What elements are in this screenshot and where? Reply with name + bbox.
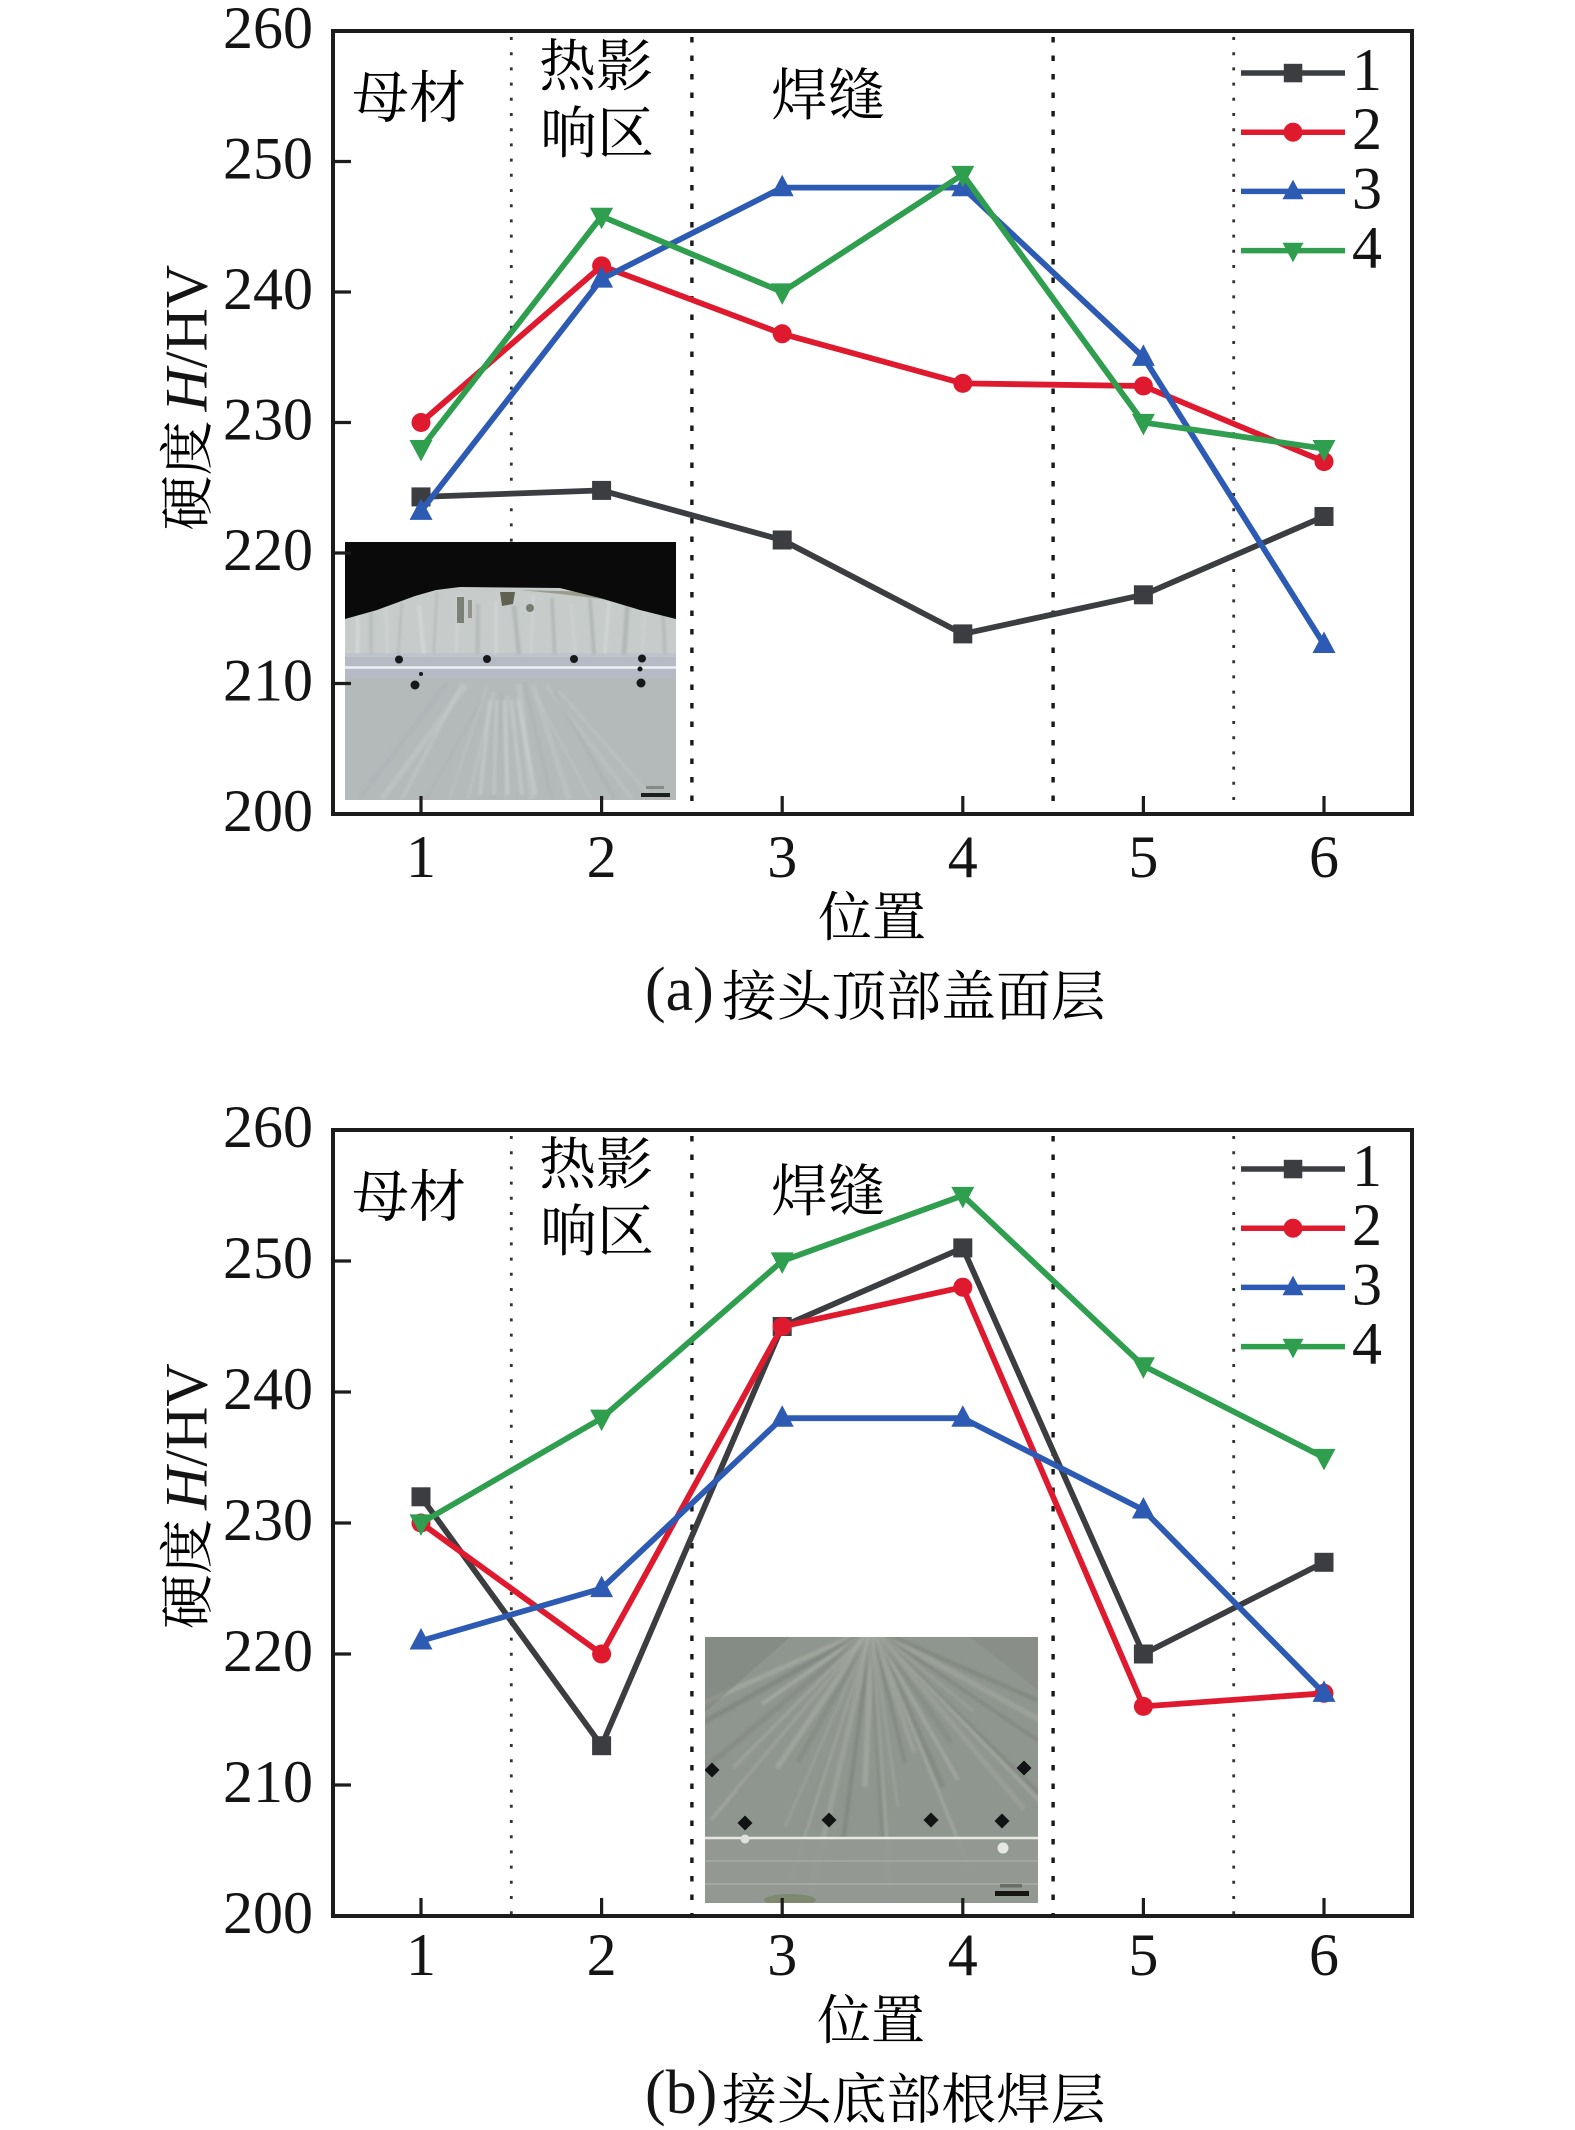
svg-text:220: 220 [223,517,313,583]
svg-text:210: 210 [223,1749,313,1815]
svg-text:3: 3 [1352,155,1382,221]
svg-text:2: 2 [587,1922,617,1988]
svg-text:1: 1 [1352,1133,1382,1199]
svg-text:(a): (a) [645,956,714,1024]
svg-text:6: 6 [1309,1922,1339,1988]
svg-text:250: 250 [223,126,313,192]
svg-text:4: 4 [948,824,978,890]
svg-text:6: 6 [1309,824,1339,890]
svg-text:H/HV: H/HV [154,265,220,413]
svg-text:1: 1 [406,1922,436,1988]
svg-text:250: 250 [223,1225,313,1291]
svg-text:2: 2 [587,824,617,890]
svg-text:4: 4 [948,1922,978,1988]
svg-text:2: 2 [1352,96,1382,162]
svg-text:200: 200 [223,1880,313,1946]
svg-text:220: 220 [223,1618,313,1684]
svg-text:230: 230 [223,387,313,453]
svg-text:3: 3 [767,824,797,890]
svg-text:1: 1 [1352,37,1382,103]
svg-text:240: 240 [223,1356,313,1422]
svg-text:(b): (b) [645,2059,717,2127]
svg-text:5: 5 [1128,1922,1158,1988]
svg-text:4: 4 [1352,215,1382,281]
svg-text:H/HV: H/HV [154,1363,220,1511]
svg-text:260: 260 [223,1094,313,1160]
svg-text:4: 4 [1352,1311,1382,1377]
svg-text:5: 5 [1128,824,1158,890]
svg-text:1: 1 [406,824,436,890]
svg-text:3: 3 [767,1922,797,1988]
svg-text:260: 260 [223,0,313,61]
svg-text:2: 2 [1352,1192,1382,1258]
svg-text:210: 210 [223,648,313,714]
svg-text:240: 240 [223,256,313,322]
svg-text:230: 230 [223,1487,313,1553]
svg-text:3: 3 [1352,1251,1382,1317]
svg-text:200: 200 [223,778,313,844]
